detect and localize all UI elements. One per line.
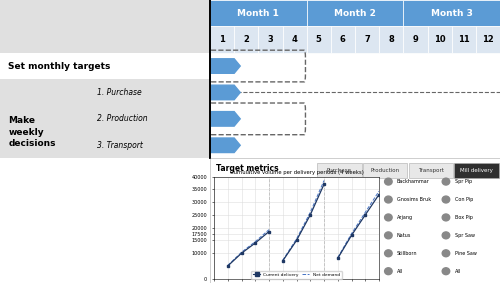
Bar: [404, 26, 427, 53]
Bar: [210, 26, 234, 53]
Text: Spr Pip: Spr Pip: [456, 179, 472, 184]
Text: Con Pip: Con Pip: [456, 197, 473, 202]
Bar: [210, 0, 306, 26]
Bar: [428, 26, 452, 53]
Text: All: All: [456, 269, 462, 274]
Text: Transport: Transport: [418, 168, 444, 173]
Text: 2. Production: 2. Production: [96, 114, 147, 123]
Text: Box Pip: Box Pip: [456, 215, 473, 220]
Text: Month 2: Month 2: [334, 9, 376, 18]
Bar: [355, 26, 379, 53]
Circle shape: [442, 268, 450, 275]
Bar: [306, 0, 404, 26]
Text: 1: 1: [219, 35, 225, 44]
Circle shape: [384, 178, 392, 185]
Text: Purchase: Purchase: [327, 168, 352, 173]
Bar: [306, 26, 331, 53]
Circle shape: [442, 214, 450, 221]
Bar: [210, 106, 500, 132]
Bar: [210, 132, 500, 158]
Bar: [0, 53, 210, 79]
Text: 3. Transport: 3. Transport: [96, 141, 142, 150]
Title: Cumulative volume per delivery periods (4 weeks): Cumulative volume per delivery periods (…: [230, 170, 364, 175]
Circle shape: [442, 250, 450, 257]
Circle shape: [384, 250, 392, 257]
Text: 6: 6: [340, 35, 346, 44]
Bar: [404, 0, 500, 26]
Text: Spr Saw: Spr Saw: [456, 233, 475, 238]
Text: Target metrics: Target metrics: [216, 164, 278, 173]
Polygon shape: [210, 138, 240, 153]
Circle shape: [384, 268, 392, 275]
Text: Make
weekly
decisions: Make weekly decisions: [8, 117, 56, 148]
Bar: [258, 26, 282, 53]
Text: 4: 4: [292, 35, 298, 44]
Text: Natus: Natus: [396, 233, 411, 238]
Bar: [331, 26, 355, 53]
Text: 3: 3: [268, 35, 274, 44]
Bar: [210, 79, 500, 106]
Text: Month 3: Month 3: [430, 9, 472, 18]
Text: Gnosims Bruk: Gnosims Bruk: [396, 197, 430, 202]
Text: Production: Production: [370, 168, 400, 173]
Circle shape: [384, 196, 392, 203]
Bar: [454, 164, 498, 178]
Bar: [452, 26, 476, 53]
Text: Backhammar: Backhammar: [396, 179, 430, 184]
Circle shape: [384, 214, 392, 221]
Text: 11: 11: [458, 35, 469, 44]
Bar: [234, 26, 258, 53]
Text: Pine Saw: Pine Saw: [456, 251, 477, 256]
Text: 1. Purchase: 1. Purchase: [96, 88, 142, 97]
Legend: Current delivery, Net demand: Current delivery, Net demand: [252, 271, 342, 278]
Text: All: All: [396, 269, 402, 274]
Bar: [282, 26, 306, 53]
Polygon shape: [210, 85, 240, 100]
Bar: [210, 53, 500, 79]
Text: Set monthly targets: Set monthly targets: [8, 61, 111, 70]
Bar: [476, 26, 500, 53]
Polygon shape: [210, 112, 240, 126]
Text: 7: 7: [364, 35, 370, 44]
Text: Arjang: Arjang: [396, 215, 412, 220]
Text: 8: 8: [388, 35, 394, 44]
Polygon shape: [210, 59, 240, 73]
Text: Mill delivery: Mill delivery: [460, 168, 492, 173]
Circle shape: [384, 232, 392, 239]
Circle shape: [442, 232, 450, 239]
Text: 12: 12: [482, 35, 494, 44]
Text: Stillborn: Stillborn: [396, 251, 417, 256]
Text: 2: 2: [244, 35, 249, 44]
Bar: [408, 164, 453, 178]
Bar: [363, 164, 407, 178]
Text: 9: 9: [412, 35, 418, 44]
Circle shape: [442, 196, 450, 203]
Text: 10: 10: [434, 35, 446, 44]
Circle shape: [442, 178, 450, 185]
Bar: [318, 164, 362, 178]
Bar: [379, 26, 404, 53]
Text: 5: 5: [316, 35, 322, 44]
Text: Month 1: Month 1: [238, 9, 280, 18]
